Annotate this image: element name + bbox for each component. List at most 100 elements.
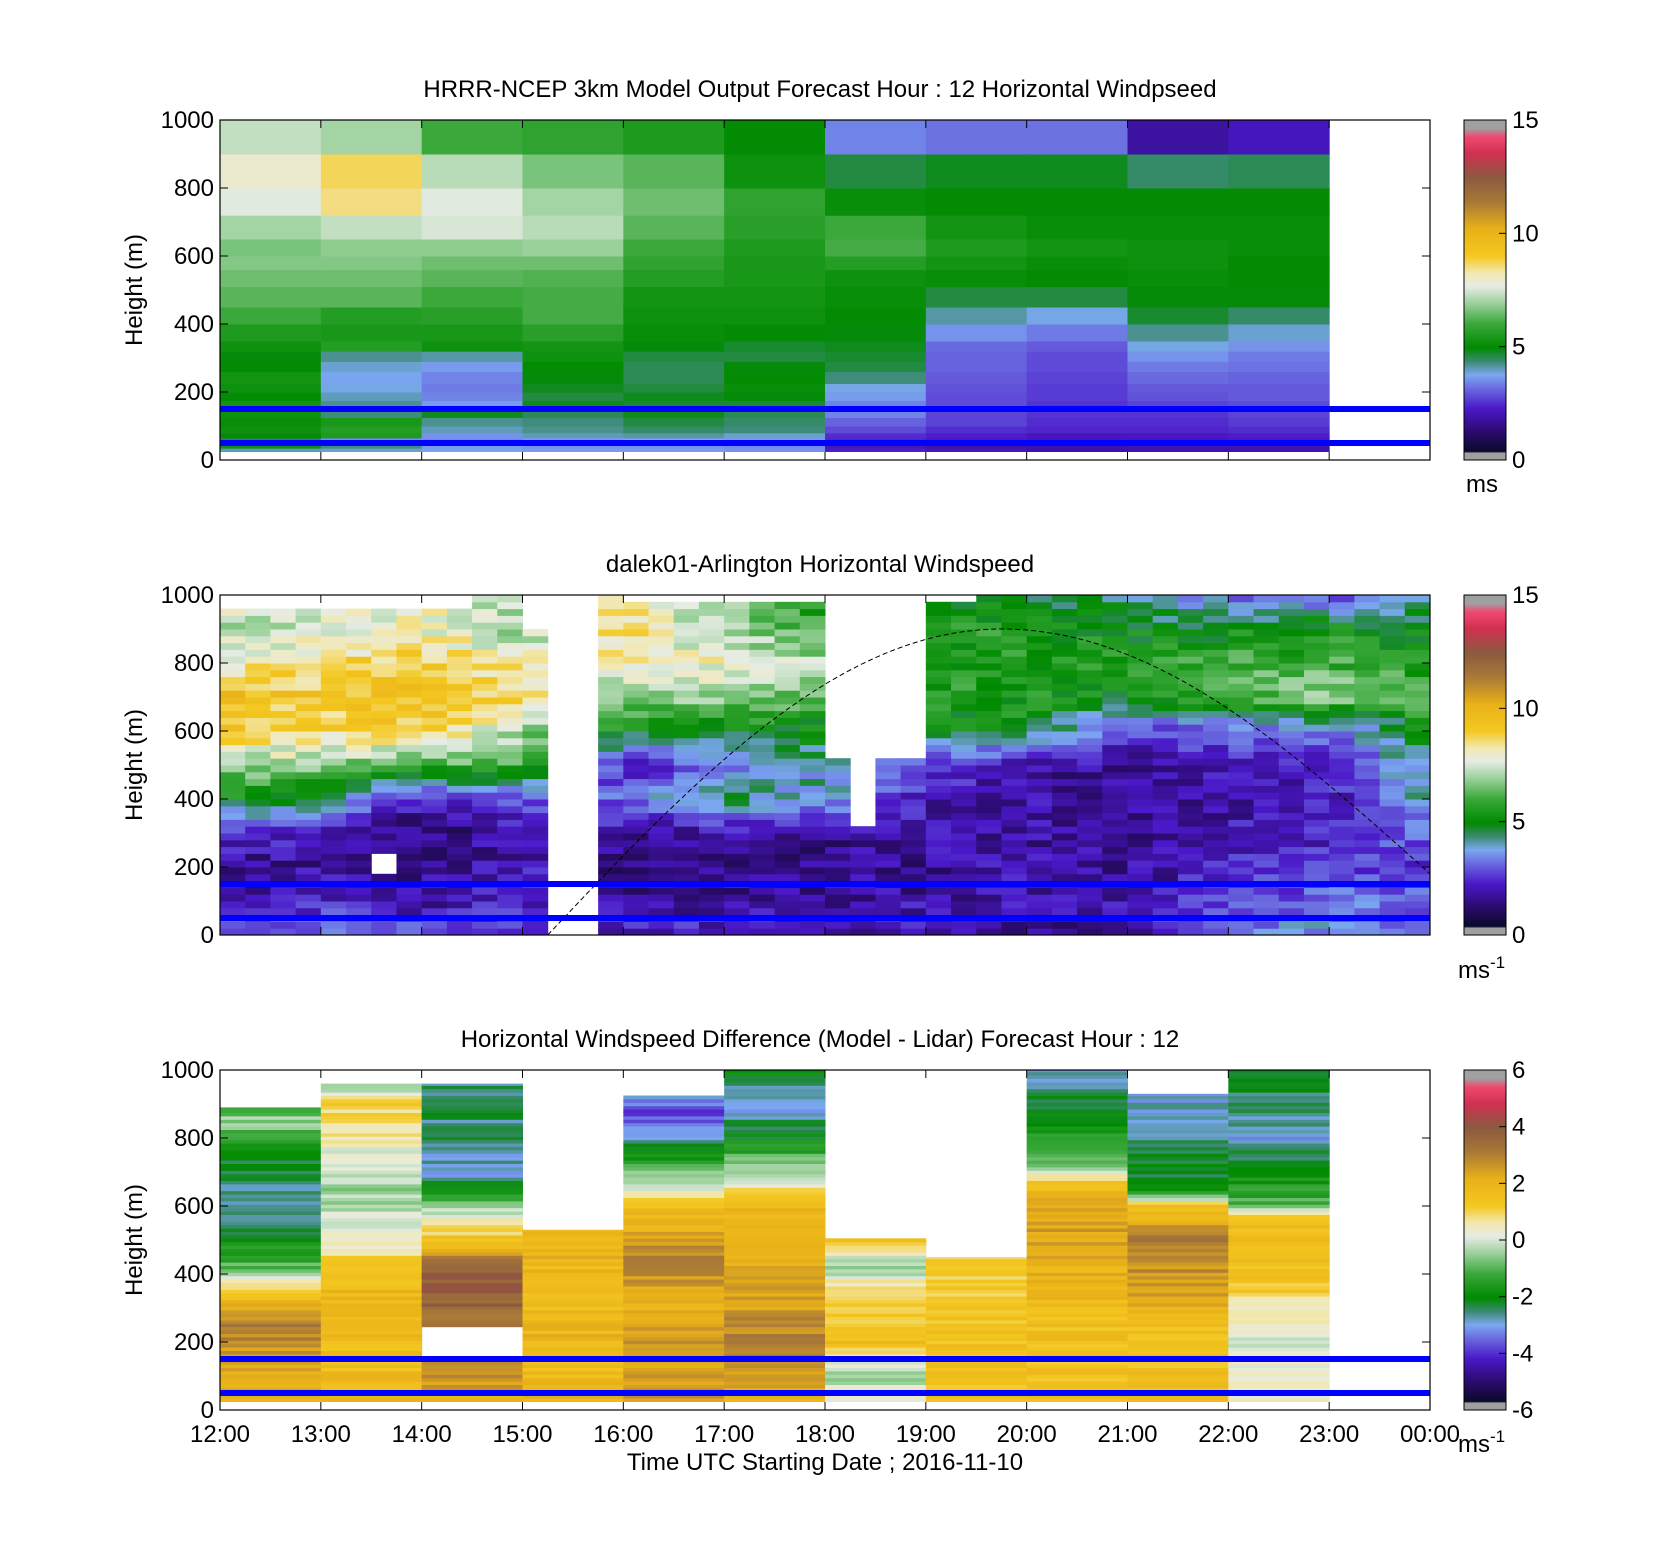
heatmap-cell [724, 1071, 826, 1076]
heatmap-cell [623, 1207, 725, 1212]
heatmap-cell [1278, 792, 1305, 800]
heatmap-cell [1278, 928, 1305, 936]
heatmap-cell [925, 642, 952, 650]
heatmap-cell [1127, 1153, 1229, 1158]
heatmap-cell [951, 765, 977, 773]
heatmap-cell [421, 846, 448, 854]
heatmap-cell [1077, 785, 1103, 793]
heatmap-cell [421, 1370, 523, 1375]
heatmap-cell [598, 812, 624, 820]
heatmap-cell [1278, 833, 1305, 841]
heatmap-cell [1001, 737, 1028, 746]
heatmap-cell [320, 1381, 423, 1385]
heatmap-cell [320, 921, 347, 929]
heatmap-cell [320, 778, 347, 786]
heatmap-cell [472, 663, 498, 671]
heatmap-cell [1026, 1088, 1128, 1093]
heatmap-cell [724, 907, 750, 916]
heatmap-cell [1127, 1122, 1229, 1127]
heatmap-cell [1253, 765, 1280, 773]
heatmap-cell [1026, 595, 1053, 603]
heatmap-cell [1152, 676, 1179, 684]
heatmap-cell [245, 731, 271, 739]
heatmap-cell [749, 629, 776, 637]
heatmap-cell [1026, 1122, 1128, 1127]
heatmap-cell [522, 710, 549, 718]
heatmap-cell [220, 1282, 322, 1287]
heatmap-cell [446, 928, 473, 936]
heatmap-cell [522, 805, 549, 814]
heatmap-cell [825, 215, 927, 240]
heatmap-cell [1001, 595, 1028, 603]
heatmap-cell [724, 846, 750, 854]
heatmap-cell [951, 812, 977, 820]
heatmap-cell [270, 751, 297, 759]
heatmap-cell [1127, 819, 1154, 827]
heatmap-cell [623, 239, 725, 257]
heatmap-cell [1177, 642, 1204, 650]
heatmap-cell [472, 901, 498, 909]
y-tick-label: 1000 [161, 107, 214, 134]
heatmap-cell [623, 1211, 725, 1215]
heatmap-cell [1127, 799, 1154, 807]
heatmap-cell [497, 907, 523, 916]
heatmap-cell [799, 846, 826, 854]
heatmap-cell [1203, 690, 1229, 698]
heatmap-cell [1127, 1333, 1229, 1338]
heatmap-cell [724, 629, 750, 637]
heatmap-cell [698, 826, 725, 834]
heatmap-cell [1077, 928, 1103, 936]
heatmap-cell [1253, 873, 1280, 882]
heatmap-cell [875, 778, 902, 786]
heatmap-cell [799, 805, 826, 814]
heatmap-cell [220, 426, 322, 434]
heatmap-cell [1228, 1126, 1330, 1130]
heatmap-cell [1102, 792, 1128, 800]
heatmap-cell [598, 907, 624, 916]
heatmap-cell [346, 697, 372, 705]
heatmap-cell [220, 1258, 322, 1263]
heatmap-cell [724, 1095, 826, 1100]
heatmap-cell [976, 649, 1002, 657]
heatmap-cell [522, 799, 549, 807]
heatmap-cell [320, 656, 347, 664]
heatmap-cell [976, 717, 1002, 725]
heatmap-cell [320, 392, 423, 401]
heatmap-cell [295, 676, 322, 684]
heatmap-cell [522, 1268, 624, 1273]
heatmap-cell [1127, 1146, 1229, 1151]
heatmap-cell [976, 805, 1002, 814]
heatmap-cell [925, 351, 1028, 362]
heatmap-cell [421, 1146, 523, 1151]
heatmap-cell [1026, 1098, 1128, 1103]
heatmap-cell [1102, 867, 1128, 875]
heatmap-cell [472, 731, 498, 739]
heatmap-cell [1077, 846, 1103, 854]
heatmap-cell [522, 188, 624, 216]
heatmap-cell [1177, 663, 1204, 671]
heatmap-cell [421, 351, 523, 362]
heatmap-cell [900, 799, 927, 807]
heatmap-cell [951, 669, 977, 678]
heatmap-cell [1026, 758, 1053, 766]
panel-model-colorbar-unit: ms [1466, 471, 1498, 498]
panel-lidar: dalek01-Arlington Horizontal Windspeed 0… [121, 551, 1539, 984]
heatmap-cell [1203, 697, 1229, 705]
heatmap-cell [320, 1340, 423, 1345]
heatmap-cell [799, 663, 826, 671]
heatmap-cell [1127, 873, 1154, 882]
heatmap-cell [1026, 1112, 1128, 1117]
heatmap-cell [774, 615, 801, 623]
heatmap-cell [1228, 1163, 1330, 1168]
heatmap-cell [976, 710, 1002, 718]
heatmap-cell [623, 1115, 725, 1120]
heatmap-cell [421, 1228, 523, 1232]
heatmap-cell [1026, 1221, 1128, 1226]
heatmap-cell [825, 785, 851, 793]
heatmap-cell [421, 1126, 523, 1130]
heatmap-cell [320, 744, 347, 752]
heatmap-cell [774, 901, 801, 909]
heatmap-cell [1127, 409, 1229, 418]
heatmap-cell [623, 1187, 725, 1192]
